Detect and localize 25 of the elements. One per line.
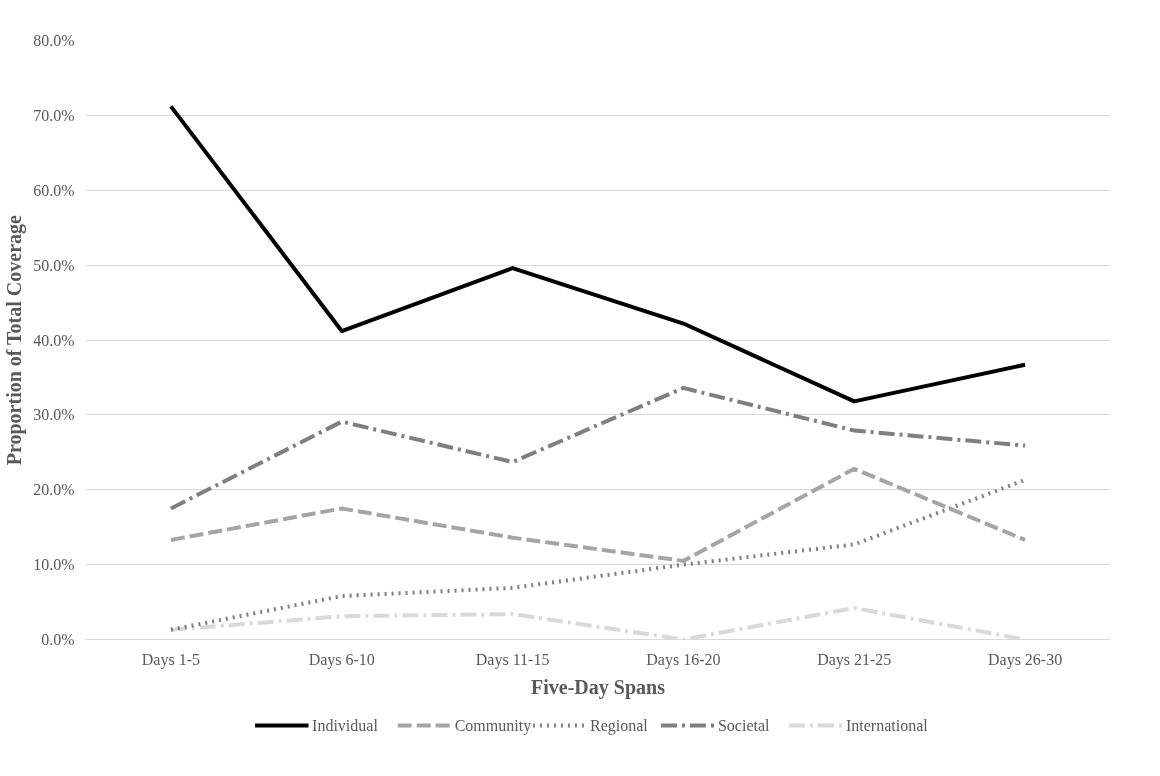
y-axis-title: Proportion of Total Coverage xyxy=(3,214,27,466)
line-series xyxy=(168,385,1028,511)
line-series xyxy=(168,466,1028,563)
line-series xyxy=(168,104,1028,404)
y-tick-label: 50.0% xyxy=(33,256,75,274)
legend-label: Societal xyxy=(717,717,771,734)
y-tick-label: 0.0% xyxy=(41,631,75,648)
y-tick-label: 30.0% xyxy=(33,406,75,424)
x-axis-title: Five-Day Spans xyxy=(531,675,666,699)
y-tick-label: 60.0% xyxy=(33,181,75,199)
y-tick-label: 40.0% xyxy=(33,331,75,349)
x-tick-label: Days 26-30 xyxy=(987,650,1063,669)
y-tick-label: 70.0% xyxy=(33,106,75,124)
y-tick-label: 10.0% xyxy=(33,556,75,574)
x-tick-label: Days 11-15 xyxy=(475,650,550,669)
x-tick-label: Days 21-25 xyxy=(817,650,892,669)
legend-label: Individual xyxy=(312,717,379,734)
y-tick-label: 80.0% xyxy=(33,32,75,49)
legend-label: Community xyxy=(454,717,532,735)
legend-label: Regional xyxy=(589,717,649,735)
x-tick-label: Days 6-10 xyxy=(308,650,375,669)
legend-label: International xyxy=(845,717,929,734)
y-tick-label: 20.0% xyxy=(33,481,75,499)
x-tick-label: Days 16-20 xyxy=(646,650,721,669)
x-tick-label: Days 1-5 xyxy=(141,650,201,669)
